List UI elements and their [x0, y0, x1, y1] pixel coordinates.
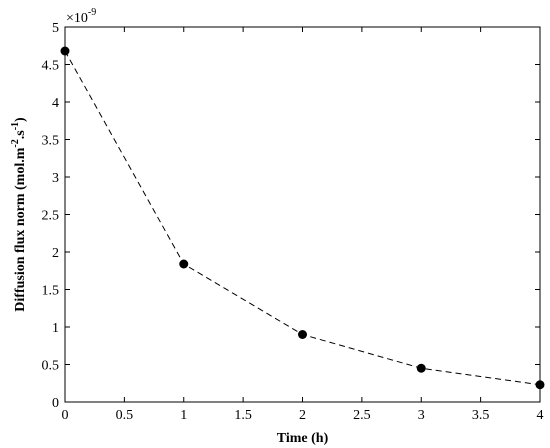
y-multiplier-prefix: ×10 — [66, 11, 88, 26]
y-tick-label: 3 — [52, 171, 59, 186]
y-tick-label: 1 — [52, 321, 59, 336]
y-tick-label: 4 — [52, 96, 59, 111]
plot-area — [64, 26, 541, 403]
y-tick-label: 4.5 — [42, 59, 60, 74]
y-tick-label: 2 — [52, 246, 59, 261]
x-axis-ticks: 0 0.5 1 1.5 2 2.5 3 3.5 4 — [62, 27, 544, 423]
y-tick-label: 3.5 — [42, 134, 60, 149]
y-tick-label: 0 — [52, 396, 59, 411]
x-tick-label: 2.5 — [353, 408, 371, 423]
x-tick-label: 3.5 — [472, 408, 490, 423]
y-label-base: Diffusion flux norm (mol.m — [13, 147, 28, 311]
y-label-end: ) — [13, 117, 28, 122]
data-point — [60, 46, 70, 56]
x-axis-label: Time (h) — [277, 431, 329, 446]
x-tick-label: 4 — [537, 408, 544, 423]
y-label-sup1: -2 — [10, 139, 21, 147]
x-tick-label: 3 — [418, 408, 425, 423]
y-multiplier-exponent: -9 — [88, 7, 96, 18]
x-tick-label: 1.5 — [234, 408, 252, 423]
data-point — [416, 363, 426, 373]
y-tick-label: 2.5 — [42, 209, 60, 224]
y-tick-label: 1.5 — [42, 284, 60, 299]
x-tick-label: 2 — [299, 408, 306, 423]
x-tick-label: 0 — [62, 408, 69, 423]
y-axis-label: Diffusion flux norm (mol.m-2.s-1) — [10, 117, 28, 312]
y-label-mid: .s — [13, 130, 28, 140]
x-tick-label: 1 — [180, 408, 187, 423]
data-point — [298, 330, 307, 339]
data-point — [535, 380, 545, 390]
y-axis-ticks: 0 0.5 1 1.5 2 2.5 3 3.5 4 4.5 5 — [42, 21, 540, 411]
y-tick-label: 5 — [52, 21, 59, 36]
x-tick-label: 0.5 — [116, 408, 134, 423]
y-multiplier: ×10-9 — [66, 7, 96, 26]
y-tick-label: 0.5 — [42, 359, 60, 374]
y-label-sup2: -1 — [10, 122, 21, 130]
data-point — [179, 259, 189, 269]
series-layer — [60, 46, 545, 390]
